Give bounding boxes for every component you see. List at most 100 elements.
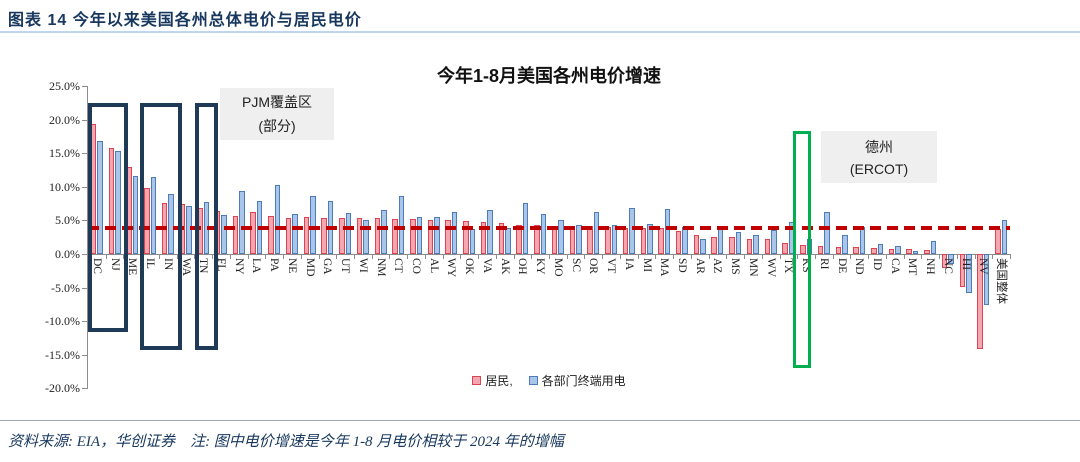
x-axis-tick <box>832 254 834 259</box>
residential-bar-NY <box>232 215 239 254</box>
residential-bar-OK <box>463 221 469 254</box>
residential-bar-SC <box>569 225 576 254</box>
y-axis-tick <box>82 388 88 390</box>
x-axis-label-GA: GA <box>321 258 334 275</box>
legend-item-residential: 居民, <box>472 372 513 389</box>
y-axis-tick <box>82 287 88 289</box>
all-sectors-bar-DE <box>842 235 848 254</box>
x-axis-tick <box>1010 254 1011 259</box>
residential-bar-MD <box>303 217 310 254</box>
x-axis-tick <box>212 254 214 259</box>
pjm-label: PJM覆盖区 (部分) <box>220 88 334 140</box>
y-axis-tick-label: -5.0% <box>51 280 80 295</box>
y-axis-tick <box>82 254 88 255</box>
x-axis-label-AZ: AZ <box>711 258 724 274</box>
pjm-label-text: (部分) <box>258 118 296 134</box>
residential-bar-VA <box>480 221 487 254</box>
x-axis-tick <box>353 254 355 259</box>
x-axis-label-MD: MD <box>303 258 316 277</box>
x-axis-tick <box>229 254 231 259</box>
residential-bar-MT <box>906 248 912 254</box>
x-axis-tick <box>690 254 692 259</box>
ercot-label: 德州 (ERCOT) <box>821 131 937 183</box>
all-sectors-bar-FL <box>221 215 227 254</box>
all-sectors-bar-CO <box>416 217 423 254</box>
x-axis-tick <box>460 254 462 259</box>
x-axis-tick <box>726 254 728 259</box>
residential-bar-OH <box>516 225 522 254</box>
x-axis-tick <box>974 254 976 259</box>
all-sectors-bar-IA <box>629 208 635 254</box>
x-axis-tick <box>407 254 409 259</box>
x-axis-tick <box>744 254 746 259</box>
x-axis-label-MI: MI <box>640 258 653 273</box>
residential-bar-WI <box>356 217 363 254</box>
x-axis-tick <box>903 254 905 259</box>
pjm-box-tn <box>195 103 218 350</box>
all-sectors-bar-OK <box>469 229 476 254</box>
y-axis-tick-label: -20.0% <box>45 381 80 396</box>
all-sectors-bar-ID <box>877 243 884 254</box>
residential-bar-ND <box>853 247 859 254</box>
x-axis-label-ID: ID <box>871 258 884 271</box>
residential-bar-MS <box>729 236 735 254</box>
residential-bar-NM <box>374 218 381 254</box>
all-sectors-bar-AK <box>505 228 511 254</box>
residential-bar-NC <box>941 254 948 269</box>
all-sectors-bar-OR <box>593 211 600 254</box>
x-axis-tick <box>123 254 125 259</box>
residential-bar-MN <box>746 238 753 254</box>
residential-bar-RI <box>817 245 824 254</box>
residential-bar-NE <box>285 218 292 254</box>
x-axis-tick <box>584 254 586 259</box>
chart-title: 今年1-8月美国各州电价增速 <box>436 66 661 86</box>
x-axis-label-SC: SC <box>569 258 582 273</box>
all-sectors-bar-KY <box>540 214 547 254</box>
x-axis-label-UT: UT <box>339 258 352 274</box>
x-axis-tick <box>424 254 426 259</box>
chart-legend: 居民, 各部门终端用电 <box>88 372 1010 389</box>
x-axis-tick <box>389 254 391 259</box>
x-axis-tick <box>158 254 160 259</box>
x-axis-tick <box>619 254 621 259</box>
x-axis-tick <box>850 254 852 259</box>
x-axis-label-WI: WI <box>356 258 369 273</box>
x-axis-label-VT: VT <box>605 258 618 274</box>
all-sectors-bar-MO <box>558 220 564 254</box>
y-axis-tick-label: -10.0% <box>45 314 80 329</box>
residential-series-swatch <box>472 376 482 385</box>
residential-bar-MO <box>551 225 558 254</box>
y-axis-tick-label: 0.0% <box>55 247 80 261</box>
x-axis-label-ND: ND <box>853 258 866 275</box>
residential-bar-IA <box>622 227 629 254</box>
all-sectors-bar-WY <box>451 211 458 254</box>
y-axis-tick <box>82 186 88 188</box>
x-axis-tick <box>265 254 267 259</box>
x-axis-label-WV: WV <box>764 258 777 278</box>
x-axis-tick <box>513 254 515 259</box>
x-axis-tick <box>531 254 533 259</box>
all-sectors-bar-NY <box>239 190 245 254</box>
x-axis-tick <box>105 254 107 259</box>
x-axis-label-NC: NC <box>941 258 954 274</box>
x-axis-label-NM: NM <box>374 258 387 277</box>
all-sectors-bar-CA <box>895 245 901 254</box>
legend-item-all-sectors: 各部门终端用电 <box>528 372 626 389</box>
x-axis-label-MN: MN <box>746 258 759 277</box>
x-axis-label-MT: MT <box>906 258 919 276</box>
x-axis-tick <box>300 254 302 259</box>
residential-bar-AK <box>498 223 505 254</box>
residential-bar-ID <box>871 247 877 254</box>
y-axis-tick-label: 25.0% <box>49 79 80 93</box>
y-axis-tick-label: -15.0% <box>45 347 80 362</box>
residential-bar-AZ <box>711 236 717 254</box>
residential-bar-KY <box>534 225 540 254</box>
all-sectors-bar-WV <box>771 229 777 254</box>
residential-bar-GA <box>321 218 327 254</box>
residential-bar-LA <box>250 211 256 254</box>
x-axis-label-MA: MA <box>658 258 671 277</box>
y-axis-tick-label: 10.0% <box>49 179 80 194</box>
residential-bar-VT <box>605 227 611 254</box>
x-axis-label-OH: OH <box>516 258 529 275</box>
